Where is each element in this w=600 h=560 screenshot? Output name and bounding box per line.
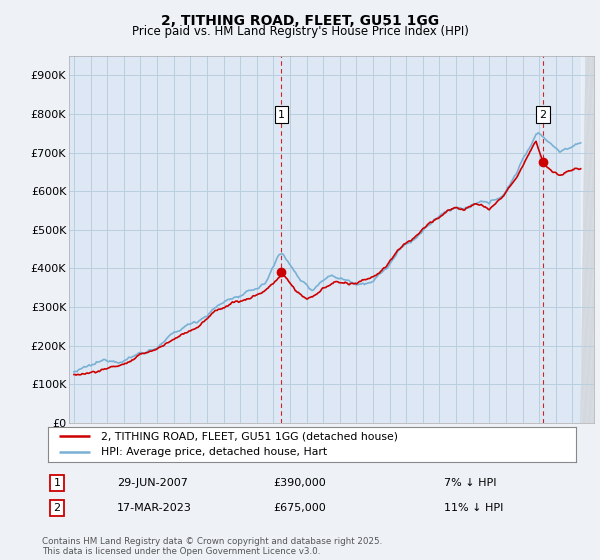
Text: £390,000: £390,000: [274, 478, 326, 488]
Text: 11% ↓ HPI: 11% ↓ HPI: [444, 503, 503, 513]
Text: 17-MAR-2023: 17-MAR-2023: [117, 503, 192, 513]
Bar: [581, 56, 594, 423]
Text: 7% ↓ HPI: 7% ↓ HPI: [444, 478, 497, 488]
Text: 1: 1: [278, 110, 285, 120]
Text: HPI: Average price, detached house, Hart: HPI: Average price, detached house, Hart: [101, 447, 327, 458]
Text: 2: 2: [539, 110, 546, 120]
Text: 29-JUN-2007: 29-JUN-2007: [117, 478, 188, 488]
Text: 2, TITHING ROAD, FLEET, GU51 1GG: 2, TITHING ROAD, FLEET, GU51 1GG: [161, 14, 439, 28]
Text: 2: 2: [53, 503, 61, 513]
Text: 2, TITHING ROAD, FLEET, GU51 1GG (detached house): 2, TITHING ROAD, FLEET, GU51 1GG (detach…: [101, 431, 398, 441]
Text: £675,000: £675,000: [274, 503, 326, 513]
Text: Price paid vs. HM Land Registry's House Price Index (HPI): Price paid vs. HM Land Registry's House …: [131, 25, 469, 38]
Text: Contains HM Land Registry data © Crown copyright and database right 2025.
This d: Contains HM Land Registry data © Crown c…: [42, 536, 382, 556]
Text: 1: 1: [53, 478, 61, 488]
